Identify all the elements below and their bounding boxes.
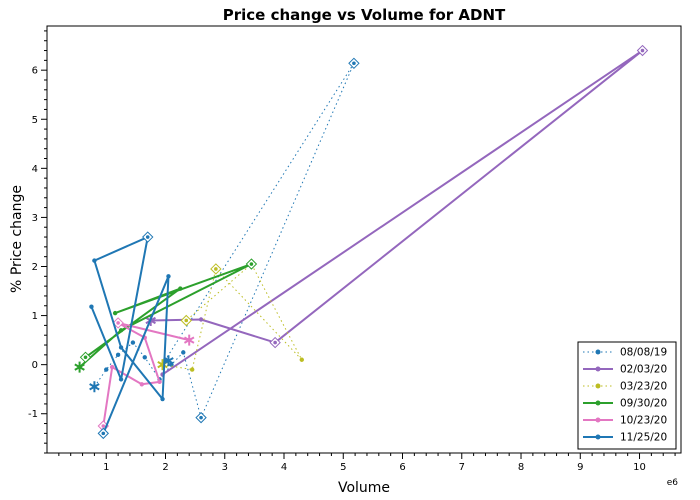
max-marker-dot [249,262,254,266]
series-3 [157,261,304,372]
start-marker [89,381,100,393]
series-6 [89,231,174,440]
data-point [139,382,145,387]
legend-swatch-dot [595,400,601,406]
start-marker [163,355,174,367]
legend-label: 03/23/20 [620,381,667,393]
data-point [112,310,118,316]
start-marker [74,361,85,373]
data-point [142,355,147,360]
x-tick-label: 8 [518,462,524,473]
y-tick-label: 1 [32,311,38,322]
x-axis-ticks: 1 2 3 4 5 6 7 8 9 10 [58,453,676,473]
data-point [89,304,94,309]
x-tick-label: 2 [162,462,168,473]
data-point [118,328,124,333]
data-point [160,396,165,402]
x-tick-label: 3 [222,462,228,473]
series-line [90,236,170,434]
legend-label: 11/25/20 [620,432,667,444]
plot-frame [46,25,682,454]
y-tick-label: 3 [32,213,38,224]
series-layer [74,44,649,440]
series-line [78,263,253,368]
data-point [198,317,204,322]
x-tick-label: 5 [340,462,346,473]
y-axis-ticks: -1 0 1 2 3 4 5 6 [28,30,47,454]
x-tick-label: 4 [281,462,287,473]
max-marker-dot [145,235,150,239]
max-marker-dot [352,61,356,66]
legend-swatch-dot [595,366,601,372]
x-tick-label: 9 [577,462,583,473]
data-point [118,345,124,350]
end-marker-dot [101,431,106,436]
x-tick-label: 1 [103,462,109,473]
max-marker-dot [116,321,120,325]
end-marker-dot [199,415,203,420]
start-marker-stroke [163,357,174,365]
data-point [115,352,121,358]
y-tick-label: 0 [32,360,38,371]
max-marker-dot [640,48,645,53]
legend-swatch-dot [595,434,601,440]
x-tick-label: 7 [459,462,465,473]
data-point [109,364,115,370]
start-marker-stroke [74,363,85,371]
chart-title: Price change vs Volume for ADNT [223,6,506,24]
series-2 [145,44,649,377]
end-marker-dot [83,355,88,360]
data-point [299,357,304,362]
x-tick-label: 6 [399,462,405,473]
legend-box [577,341,677,450]
end-marker-dot [273,340,277,345]
x-axis-label: Volume [338,480,390,496]
data-point [189,367,195,372]
data-point [130,340,136,345]
start-marker [183,334,195,346]
legend-swatch-dot [595,349,601,355]
end-marker-dot [101,424,106,428]
data-point [104,367,109,372]
start-marker-stroke [183,336,195,344]
data-point [181,350,186,355]
end-marker-dot [184,318,189,323]
legend-label: 10/23/20 [620,415,667,427]
legend-swatch-dot [595,383,601,389]
legend-swatch-dot [595,417,601,423]
series-line [93,62,355,419]
data-point [166,274,171,279]
y-tick-label: 5 [32,115,38,126]
y-tick-label: -1 [28,409,38,420]
y-tick-label: 6 [32,66,38,77]
start-marker-stroke [89,383,100,391]
x-axis-exponent: e6 [667,478,679,488]
legend: 08/08/19 02/03/20 03/23/20 09/30/20 10/23/20… [577,341,677,450]
data-point [178,286,183,291]
y-axis-label: % Price change [9,185,25,293]
y-tick-label: 4 [32,164,38,175]
series-line [150,49,644,376]
series-4 [74,258,258,373]
y-tick-label: 2 [32,262,38,273]
data-point [118,377,124,382]
legend-label: 02/03/20 [620,364,667,376]
max-marker-dot [214,267,218,271]
legend-label: 09/30/20 [620,398,667,410]
legend-label: 08/08/19 [620,347,667,359]
x-tick-label: 10 [633,462,646,473]
series-5 [97,317,195,432]
data-point [157,379,162,385]
data-point [92,258,97,263]
